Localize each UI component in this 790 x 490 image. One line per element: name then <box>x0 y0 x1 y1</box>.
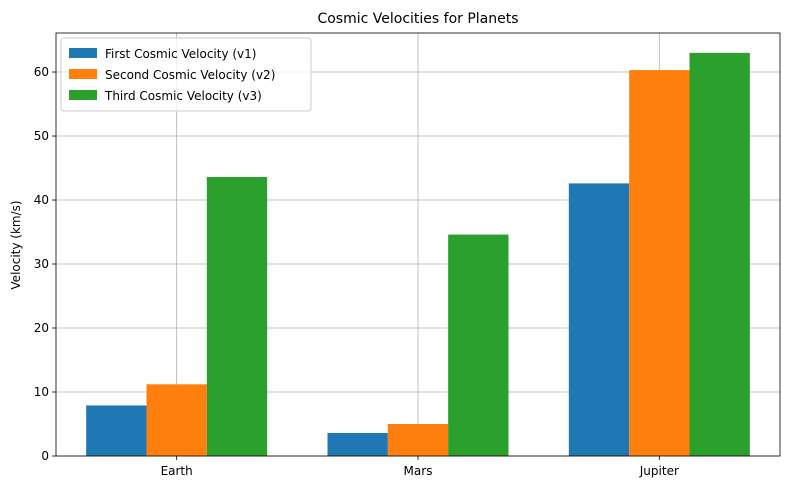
legend-label: Second Cosmic Velocity (v2) <box>105 68 275 82</box>
bars <box>86 52 750 457</box>
legend-swatch <box>69 69 97 79</box>
y-tick-label: 60 <box>34 65 49 79</box>
axes: 0 10 20 30 40 50 60 Earth Mars Jupiter <box>34 32 781 478</box>
bar <box>146 384 207 456</box>
x-tick-label: Mars <box>404 464 433 478</box>
y-axis-label: Velocity (km/s) <box>9 200 23 289</box>
bar <box>629 70 690 457</box>
bar <box>327 432 388 456</box>
bar <box>86 405 147 456</box>
y-tick-label: 0 <box>41 449 49 463</box>
legend-label: Third Cosmic Velocity (v3) <box>104 89 262 103</box>
chart-title: Cosmic Velocities for Planets <box>317 11 518 27</box>
x-tick-label: Earth <box>161 464 193 478</box>
x-tick-label: Jupiter <box>639 464 679 478</box>
y-tick-label: 40 <box>34 193 49 207</box>
legend: First Cosmic Velocity (v1) Second Cosmic … <box>60 37 312 112</box>
y-tick-label: 20 <box>34 321 49 335</box>
y-tick-label: 50 <box>34 129 49 143</box>
bar <box>568 183 630 456</box>
legend-label: First Cosmic Velocity (v1) <box>105 47 256 61</box>
bar <box>387 424 449 456</box>
plot-frame <box>55 32 781 457</box>
bar <box>206 176 268 456</box>
legend-box <box>60 37 312 112</box>
bar <box>689 52 750 456</box>
legend-swatch <box>69 90 97 100</box>
y-tick-label: 30 <box>34 257 49 271</box>
bar <box>448 234 509 456</box>
y-tick-label: 10 <box>34 385 49 399</box>
legend-swatch <box>69 48 97 58</box>
